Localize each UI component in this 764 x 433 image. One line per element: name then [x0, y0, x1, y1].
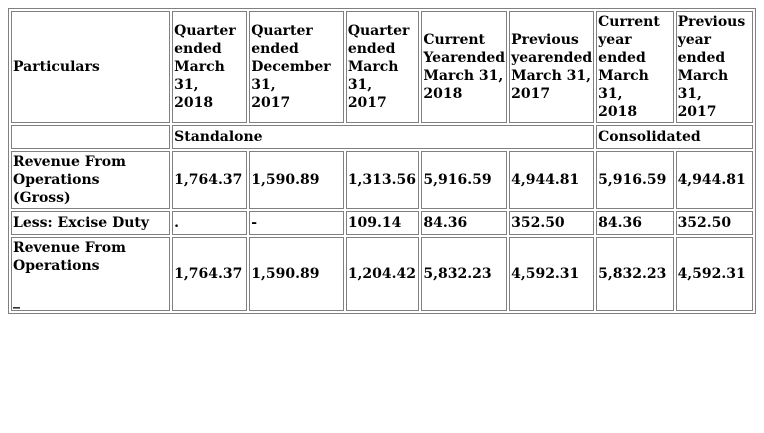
table-cell: 5,916.59 [421, 151, 508, 209]
table-cell: 1,204.42 [345, 237, 420, 311]
table-cell: 1,590.89 [249, 151, 344, 209]
table-row-excise-duty: Less: Excise Duty . - 109.14 84.36 352.5… [11, 211, 753, 235]
table-cell: 5,832.23 [596, 237, 674, 311]
col-header-py-2017: Previous yearended March 31, 2017 [509, 11, 595, 123]
table-cell: 1,764.37 [172, 151, 248, 209]
table-cell: 4,592.31 [675, 237, 753, 311]
particulars-header: Particulars [11, 11, 171, 123]
revenue-table: Particulars Quarter ended March 31, 2018 Qua… [8, 8, 756, 314]
table-cell: 352.50 [675, 211, 753, 235]
table-cell: 1,764.37 [172, 237, 248, 311]
table-cell: 1,313.56 [345, 151, 420, 209]
segment-row: Standalone Consolidated [11, 125, 753, 149]
col-header-cons-cy-2018: Current year ended March 31, 2018 [596, 11, 674, 123]
table-cell: 4,592.31 [509, 237, 595, 311]
segment-blank-cell [11, 125, 171, 149]
table-cell: 5,916.59 [596, 151, 674, 209]
table-cell: 5,832.23 [421, 237, 508, 311]
row-label-underscore: _ [13, 293, 20, 309]
col-header-q-mar-2017: Quarter ended March 31, 2017 [345, 11, 420, 123]
consolidated-label: Consolidated [596, 125, 753, 149]
standalone-label: Standalone [172, 125, 595, 149]
table-cell: 84.36 [421, 211, 508, 235]
table-header-row: Particulars Quarter ended March 31, 2018 Qua… [11, 11, 753, 123]
table-row-revenue-net: Revenue From Operations _ 1,764.37 1,590.… [11, 237, 753, 311]
col-header-cons-py-2017: Previous year ended March 31, 2017 [675, 11, 753, 123]
table-row-revenue-gross: Revenue From Operations (Gross) 1,764.37 1… [11, 151, 753, 209]
table-cell: 4,944.81 [675, 151, 753, 209]
row-label-revenue-gross: Revenue From Operations (Gross) [11, 151, 171, 209]
table-cell: 1,590.89 [249, 237, 344, 311]
table-cell: 84.36 [596, 211, 674, 235]
table-cell: 4,944.81 [509, 151, 595, 209]
row-label-excise-duty: Less: Excise Duty [11, 211, 171, 235]
col-header-cy-2018: Current Yearended March 31, 2018 [421, 11, 508, 123]
table-cell: 352.50 [509, 211, 595, 235]
table-cell: . [172, 211, 248, 235]
col-header-q-dec-2017: Quarter ended December 31, 2017 [249, 11, 344, 123]
table-cell: 109.14 [345, 211, 420, 235]
col-header-q-mar-2018: Quarter ended March 31, 2018 [172, 11, 248, 123]
table-cell: - [249, 211, 344, 235]
row-label-revenue-net: Revenue From Operations _ [11, 237, 171, 311]
